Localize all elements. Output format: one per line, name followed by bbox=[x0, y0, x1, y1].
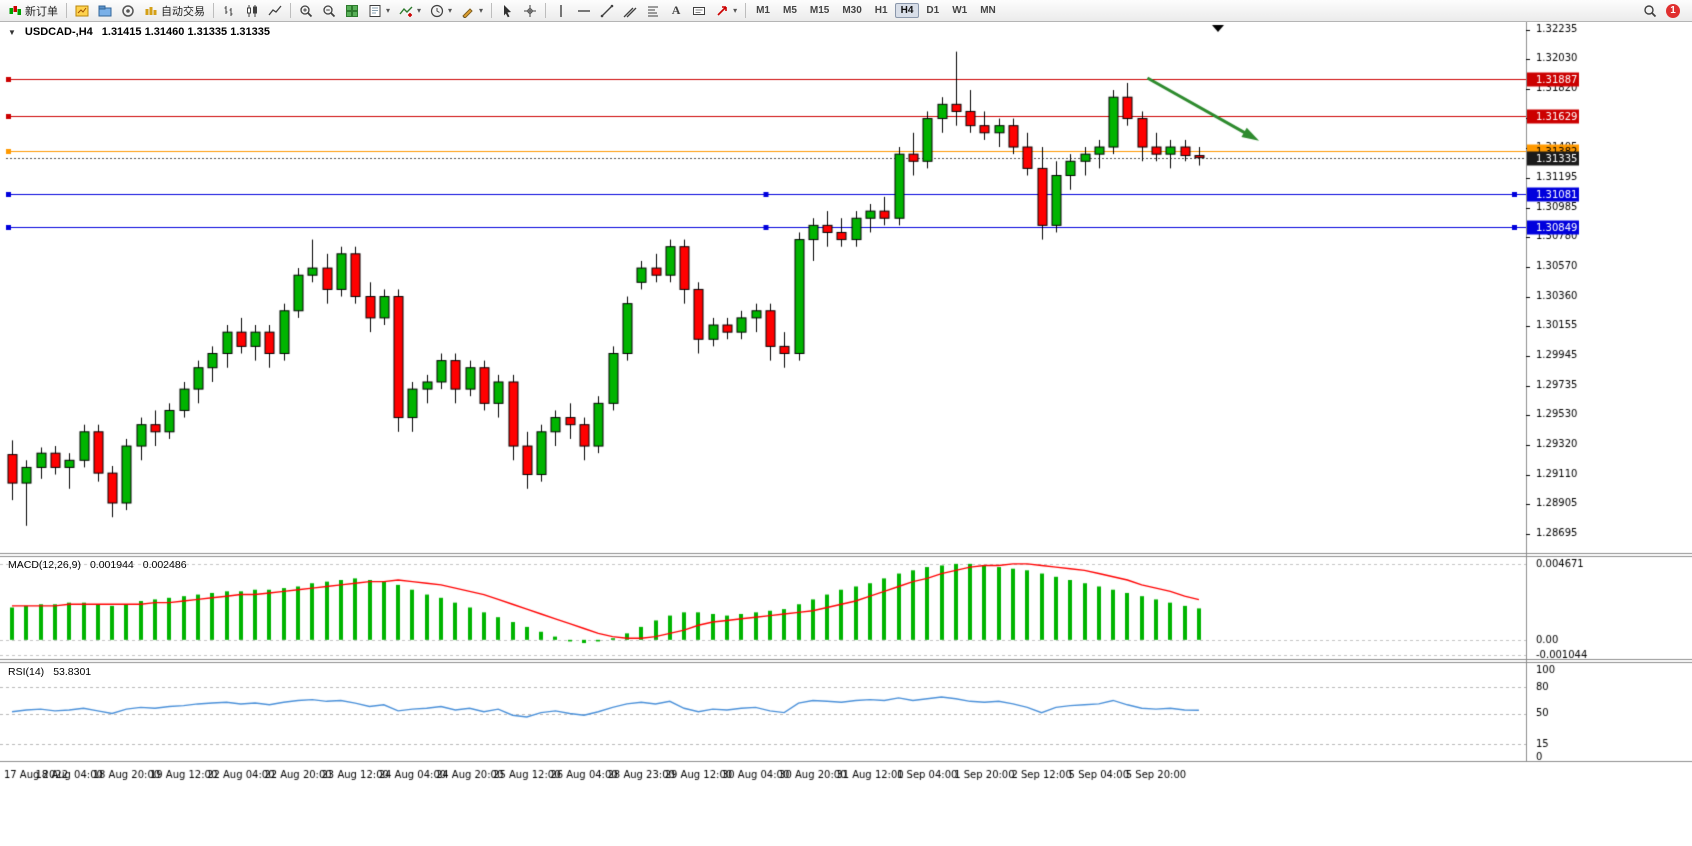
bar-chart-button[interactable] bbox=[218, 1, 240, 21]
toolbar-separator bbox=[213, 3, 214, 18]
chart-window: ▼ USDCAD-,H4 1.31415 1.31460 1.31335 1.3… bbox=[0, 22, 1692, 846]
rsi-value: 53.8301 bbox=[53, 666, 92, 678]
timeframe-h1[interactable]: H1 bbox=[874, 5, 888, 16]
cursor-button[interactable] bbox=[496, 1, 518, 21]
clock-icon bbox=[430, 4, 444, 17]
macd-name: MACD(12,26,9) bbox=[8, 559, 81, 571]
zoom-in-button[interactable] bbox=[295, 1, 317, 21]
timeframe-mn[interactable]: MN bbox=[980, 5, 996, 16]
fibonacci-button[interactable] bbox=[642, 1, 664, 21]
chart-title: ▼ USDCAD-,H4 1.31415 1.31460 1.31335 1.3… bbox=[8, 26, 270, 38]
toolbar-separator bbox=[745, 3, 747, 18]
notification-badge[interactable]: 1 bbox=[1666, 3, 1680, 18]
tile-windows-button[interactable] bbox=[341, 1, 363, 21]
timeframe-m30[interactable]: M30 bbox=[842, 5, 862, 16]
toolbar-separator bbox=[545, 3, 547, 18]
arrows-button[interactable]: ▾ bbox=[711, 1, 741, 21]
new-chart-icon bbox=[75, 5, 89, 16]
templates-icon bbox=[369, 4, 381, 17]
text-tool-icon: A bbox=[671, 3, 681, 17]
timeframe-h4[interactable]: H4 bbox=[894, 3, 920, 18]
macd-signal-value: 0.002486 bbox=[142, 559, 187, 571]
search-icon bbox=[1644, 4, 1657, 17]
channel-button[interactable] bbox=[619, 1, 641, 21]
new-chart-button[interactable] bbox=[71, 1, 93, 21]
zoom-out-button[interactable] bbox=[318, 1, 340, 21]
search-button[interactable] bbox=[1639, 1, 1661, 21]
fibonacci-icon bbox=[648, 6, 659, 16]
macd-main-value: 0.001944 bbox=[89, 559, 134, 571]
dropdown-arrow-icon[interactable]: ▾ bbox=[733, 6, 738, 15]
macd-indicator-label: MACD(12,26,9) 0.001944 0.002486 bbox=[8, 559, 187, 571]
crosshair-icon bbox=[524, 4, 537, 17]
text-label-icon bbox=[693, 6, 706, 15]
autotrading-label: 自动交易 bbox=[161, 5, 205, 18]
new-order-icon bbox=[9, 5, 21, 15]
tile-windows-icon bbox=[346, 4, 358, 17]
toolbar-separator bbox=[290, 3, 291, 18]
chart-symbol-period: USDCAD-,H4 bbox=[24, 26, 93, 38]
chart-styles-button[interactable]: ▾ bbox=[457, 1, 487, 21]
cursor-icon bbox=[504, 4, 512, 17]
indicators-button[interactable]: ▾ bbox=[395, 1, 425, 21]
refresh-button[interactable] bbox=[117, 1, 139, 21]
templates-button[interactable]: ▾ bbox=[364, 1, 394, 21]
profiles-icon bbox=[98, 5, 112, 16]
zoom-out-icon bbox=[323, 4, 336, 17]
vertical-line-button[interactable] bbox=[550, 1, 572, 21]
crosshair-button[interactable] bbox=[519, 1, 541, 21]
new-order-button[interactable]: 新订单 bbox=[4, 1, 62, 21]
vertical-line-icon bbox=[560, 4, 562, 17]
candlestick-button[interactable] bbox=[241, 1, 263, 21]
candlestick-icon bbox=[247, 4, 257, 17]
dropdown-arrow-icon[interactable]: ▾ bbox=[479, 6, 484, 15]
rsi-name: RSI(14) bbox=[8, 666, 45, 678]
chart-menu-icon[interactable]: ▼ bbox=[8, 27, 16, 37]
new-order-label: 新订单 bbox=[25, 5, 58, 18]
refresh-icon bbox=[122, 4, 134, 17]
timeframe-m1[interactable]: M1 bbox=[756, 5, 770, 16]
arrow-tool-icon bbox=[717, 5, 727, 16]
toolbar-separator bbox=[491, 3, 493, 18]
autotrading-button[interactable]: 自动交易 bbox=[140, 1, 209, 21]
dropdown-arrow-icon[interactable]: ▾ bbox=[417, 6, 422, 15]
timeframe-m5[interactable]: M5 bbox=[782, 5, 797, 16]
horizontal-line-icon bbox=[578, 9, 591, 12]
text-label-button[interactable] bbox=[688, 1, 710, 21]
timeframe-w1[interactable]: W1 bbox=[952, 5, 968, 16]
channel-icon bbox=[623, 7, 637, 17]
trendline-icon bbox=[600, 4, 614, 17]
price-chart-canvas[interactable] bbox=[0, 22, 1692, 846]
zoom-in-icon bbox=[300, 4, 313, 17]
periods-button[interactable]: ▾ bbox=[426, 1, 456, 21]
main-toolbar: 新订单 自动交易 ▾ ▾ ▾ ▾ bbox=[0, 0, 1692, 22]
bar-chart-icon bbox=[224, 5, 233, 16]
indicators-icon bbox=[399, 6, 413, 17]
autotrading-icon bbox=[145, 6, 157, 15]
line-chart-icon bbox=[268, 5, 282, 15]
dropdown-arrow-icon[interactable]: ▾ bbox=[386, 6, 391, 15]
dropdown-arrow-icon[interactable]: ▾ bbox=[448, 6, 453, 15]
trendline-button[interactable] bbox=[596, 1, 618, 21]
line-chart-button[interactable] bbox=[264, 1, 286, 21]
rsi-indicator-label: RSI(14) 53.8301 bbox=[8, 666, 91, 678]
timeframe-m15[interactable]: M15 bbox=[809, 5, 830, 16]
timeframe-d1[interactable]: D1 bbox=[926, 5, 940, 16]
text-button[interactable]: A bbox=[665, 1, 687, 21]
horizontal-line-button[interactable] bbox=[573, 1, 595, 21]
pencil-icon bbox=[462, 7, 473, 18]
profiles-button[interactable] bbox=[94, 1, 116, 21]
toolbar-separator bbox=[66, 3, 67, 18]
chart-ohlc-values: 1.31415 1.31460 1.31335 1.31335 bbox=[101, 26, 270, 38]
